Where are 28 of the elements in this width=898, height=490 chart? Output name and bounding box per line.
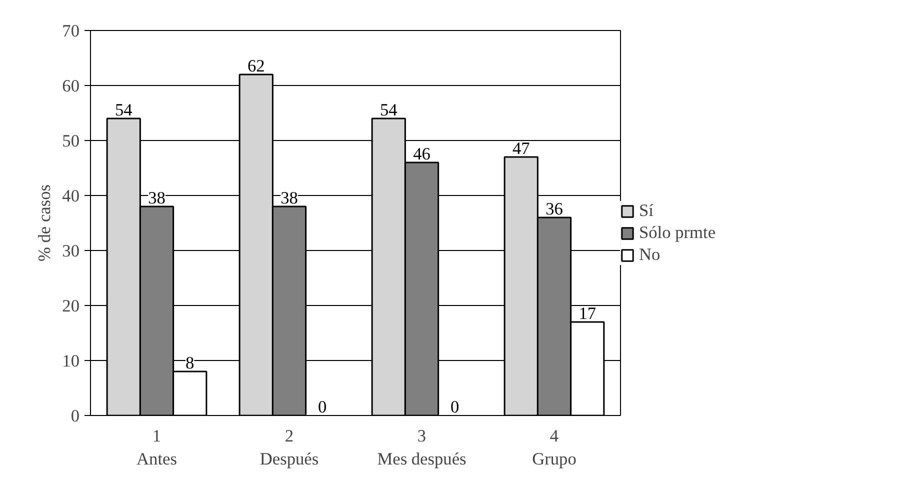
data-label: 36 [546, 200, 564, 218]
y-tick-label: 70 [62, 22, 80, 40]
data-label: 54 [114, 100, 133, 120]
x-tick-label: 1 Antes [136, 426, 178, 468]
data-label: 8 [186, 354, 194, 372]
data-label: 0 [450, 398, 460, 416]
data-label: 46 [413, 144, 431, 164]
y-axis-title: % de casos [35, 184, 54, 262]
y-tick-label: 20 [62, 296, 80, 316]
y-tick-label: 50 [62, 132, 80, 150]
y-tick-label: 40 [62, 186, 80, 206]
x-tick-label: 2 Después [260, 426, 319, 468]
data-label: 54 [380, 100, 398, 120]
data-label: 62 [247, 56, 265, 76]
x-tick-label: 3 Mes después [377, 426, 467, 468]
y-tick-label: 30 [62, 242, 80, 260]
data-label: 38 [148, 188, 166, 208]
legend-label: Sólo prmte [639, 223, 716, 243]
data-label: 0 [318, 398, 327, 416]
data-label: 38 [280, 188, 298, 208]
y-tick-label: 0 [70, 406, 80, 426]
legend-label: No [639, 245, 660, 265]
legend-label: Sí [639, 201, 654, 221]
y-tick-label: 60 [62, 76, 80, 96]
data-label: 47 [512, 139, 530, 158]
y-tick-label: 10 [62, 352, 80, 370]
data-label: 17 [578, 304, 596, 323]
x-tick-label: 4 Grupo [532, 426, 576, 468]
